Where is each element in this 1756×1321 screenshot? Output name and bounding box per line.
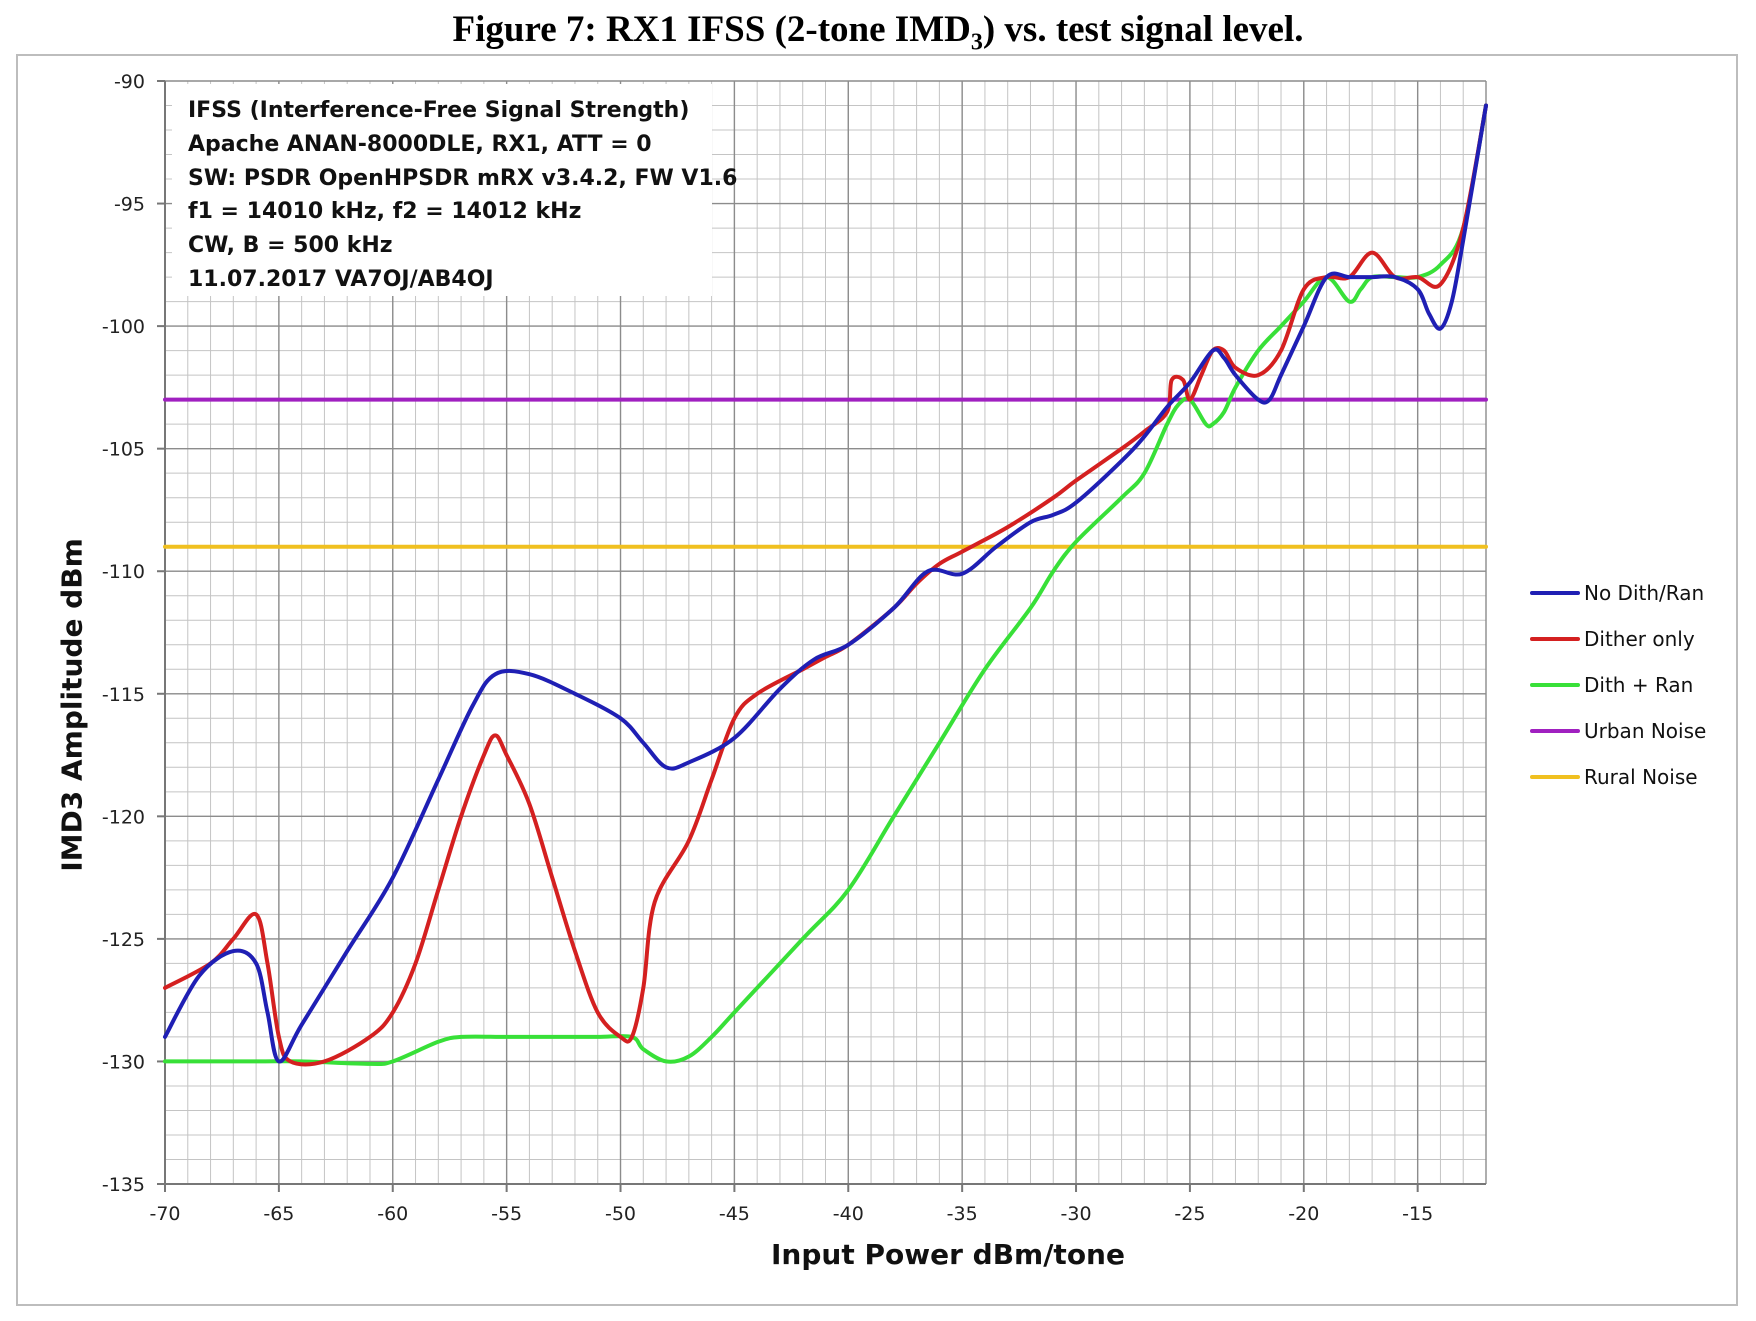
info-line: 11.07.2017 VA7OJ/AB4OJ [188,266,494,292]
x-tick-label: -50 [605,1203,636,1225]
y-tick-label: -120 [102,806,145,828]
legend-swatch [1530,637,1580,641]
legend-item: Dither only [1530,616,1730,662]
y-tick-label: -100 [102,316,145,338]
x-tick-label: -30 [1061,1203,1092,1225]
y-tick-label: -130 [102,1051,145,1073]
series-lines [163,103,1488,1067]
axes [157,80,1486,1192]
legend-swatch [1530,729,1580,733]
x-tick-labels: -70 -65 -60 -55 -50 -45 -40 -35 -30 -25 -20 -15 [149,1203,1433,1225]
legend-label: Rural Noise [1584,765,1698,789]
y-tick-label: -90 [114,71,145,93]
x-tick-label: -20 [1288,1203,1319,1225]
info-line: f1 = 14010 kHz, f2 = 14012 kHz [188,199,582,225]
info-line: Apache ANAN-8000DLE, RX1, ATT = 0 [188,131,652,157]
legend-item: Dith + Ran [1530,662,1730,708]
series-line-dither-only [163,103,1488,1067]
series-line-no-dith-ran [163,103,1488,1064]
legend-label: No Dith/Ran [1584,581,1705,605]
x-tick-label: -25 [1174,1203,1205,1225]
x-tick-label: -60 [377,1203,408,1225]
y-tick-label: -115 [102,684,145,706]
info-line: CW, B = 500 kHz [188,233,393,259]
x-axis-title: Input Power dBm/tone [771,1238,1125,1271]
legend: No Dith/Ran Dither only Dith + Ran Urban… [1530,570,1730,800]
x-tick-label: -65 [263,1203,294,1225]
info-box: IFSS (Interference-Free Signal Strength)… [172,84,738,296]
x-tick-label: -40 [833,1203,864,1225]
legend-swatch [1530,775,1580,779]
x-tick-label: -35 [947,1203,978,1225]
info-line: IFSS (Interference-Free Signal Strength) [188,98,690,123]
legend-swatch [1530,591,1580,595]
legend-item: Rural Noise [1530,754,1730,800]
y-axis-title: IMD3 Amplitude dBm [55,538,89,872]
x-tick-label: -15 [1402,1203,1433,1225]
figure-title: Figure 7: RX1 IFSS (2-tone IMD3) vs. tes… [452,9,1304,56]
legend-item: No Dith/Ran [1530,570,1730,616]
y-tick-labels: -90 -95 -100 -105 -110 -115 -120 -125 -130 -135 [102,71,145,1196]
legend-label: Dither only [1584,627,1695,651]
y-tick-label: -95 [114,194,145,216]
y-tick-label: -135 [102,1174,145,1196]
y-tick-label: -105 [102,439,145,461]
x-tick-label: -45 [719,1203,750,1225]
y-tick-label: -125 [102,929,145,951]
y-tick-label: -110 [102,561,145,583]
x-tick-label: -70 [149,1203,180,1225]
legend-label: Urban Noise [1584,719,1707,743]
legend-swatch [1530,683,1580,687]
legend-item: Urban Noise [1530,708,1730,754]
series-line-dith-ran [163,103,1488,1067]
legend-label: Dith + Ran [1584,673,1694,697]
info-line: SW: PSDR OpenHPSDR mRX v3.4.2, FW V1.6 [188,165,738,191]
x-tick-label: -55 [491,1203,522,1225]
